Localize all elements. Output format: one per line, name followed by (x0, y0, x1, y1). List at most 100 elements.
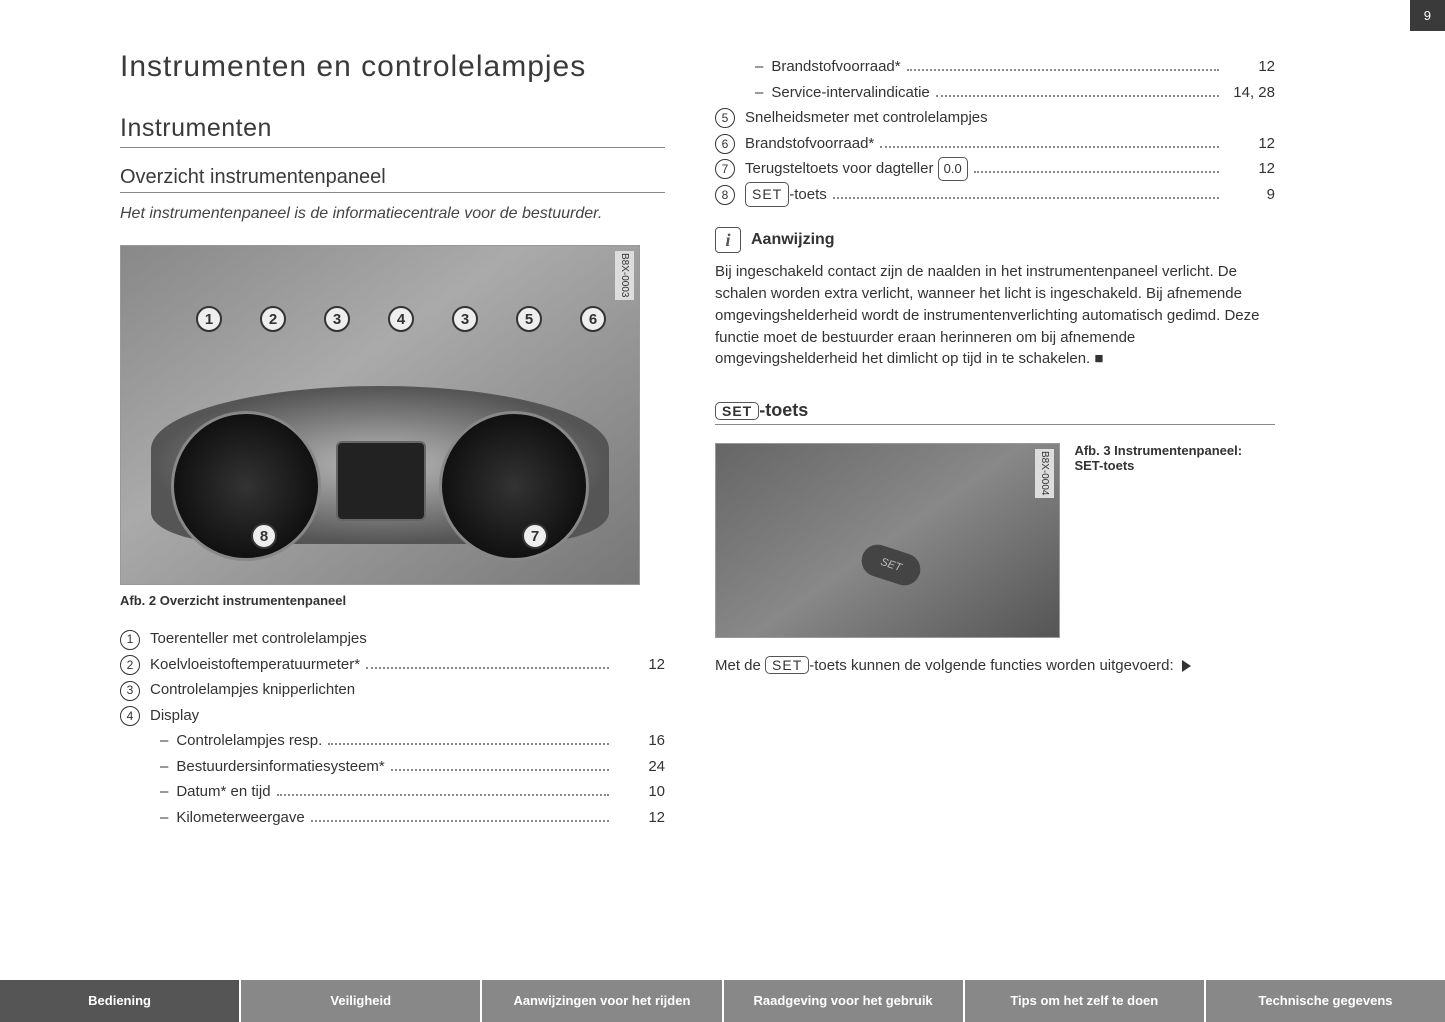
item-label: Controlelampjes knipperlichten (150, 677, 355, 703)
sub-label: Service-intervalindicatie (771, 80, 929, 106)
sub-label: Controlelampjes resp. (176, 728, 322, 754)
component-list-left: 1Toerenteller met controlelampjes 2 Koelvl… (120, 626, 665, 830)
item-page: 12 (1225, 131, 1275, 157)
item-page: 9 (1225, 182, 1275, 208)
leader-dots (391, 769, 609, 771)
sub-item: –Controlelampjes resp. 16 (120, 728, 665, 754)
set-footer-pre: Met de (715, 657, 765, 674)
callout-number: 6 (580, 306, 606, 332)
sub-item: –Bestuurdersinformatiesysteem* 24 (120, 754, 665, 780)
dash-icon: – (755, 54, 763, 80)
dash-icon: – (755, 80, 763, 106)
nav-tab[interactable]: Technische gegevens (1204, 980, 1445, 1022)
dash-icon: – (160, 754, 168, 780)
subsection-title: Overzicht instrumentenpaneel (120, 166, 665, 193)
nav-tab[interactable]: Veiligheid (239, 980, 480, 1022)
item-label: Terugsteltoets voor dagteller 0.0 (745, 156, 968, 182)
callout-number: 3 (452, 306, 478, 332)
leader-dots (974, 171, 1219, 173)
leader-dots (328, 743, 609, 745)
left-column: Instrumenten en controlelampjes Instrume… (120, 50, 665, 830)
key-label: 0.0 (938, 157, 968, 181)
item-page: 24 (615, 754, 665, 780)
sub-label: Kilometerweergave (176, 805, 304, 831)
component-list-right: 5Snelheidsmeter met controlelampjes 6 Bran… (715, 105, 1275, 207)
callout-number: 7 (522, 523, 548, 549)
figure-2: B8X-0003 1234356 87 (120, 245, 665, 585)
callout-number: 1 (196, 306, 222, 332)
leader-dots (311, 820, 609, 822)
item-label: Koelvloeistoftemperatuurmeter* (150, 652, 360, 678)
callouts-top: 1 2 3 4 3 5 6 (196, 306, 606, 332)
page-number: 9 (1410, 0, 1445, 31)
sub-label: Datum* en tijd (176, 779, 270, 805)
callout-number: 2 (260, 306, 286, 332)
set-footer-post: -toets kunnen de volgende functies worde… (809, 657, 1178, 674)
info-icon: i (715, 227, 741, 253)
intro-text: Het instrumentenpaneel is de informatiec… (120, 203, 665, 225)
list-item: 1Toerenteller met controlelampjes (120, 626, 665, 652)
display-sublist-continued: –Brandstofvoorraad*12–Service-intervalin… (715, 54, 1275, 105)
item-label: Brandstofvoorraad* (745, 131, 874, 157)
list-item: 6 Brandstofvoorraad* 12 (715, 131, 1275, 157)
sub-item: –Kilometerweergave 12 (120, 805, 665, 831)
item-page: 14, 28 (1225, 80, 1275, 106)
list-item: 4 Display (120, 703, 665, 729)
continue-icon (1182, 660, 1191, 672)
item-label: SET-toets (745, 182, 827, 208)
item-page: 12 (615, 652, 665, 678)
item-label: Display (150, 703, 199, 729)
list-item: 2 Koelvloeistoftemperatuurmeter* 12 (120, 652, 665, 678)
leader-dots (366, 667, 609, 669)
callouts-bottom: 87 (251, 523, 548, 549)
leader-dots (277, 794, 609, 796)
sub-item: –Datum* en tijd10 (120, 779, 665, 805)
info-box-header: i Aanwijzing (715, 227, 1275, 253)
figure-3-caption: Afb. 3 Instrumentenpaneel: SET-toets (1074, 443, 1264, 473)
dash-icon: – (160, 805, 168, 831)
info-text: Bij ingeschakeld contact zijn de naalden… (715, 261, 1275, 370)
figure-3-row: B8X-0004 SET Afb. 3 Instrumentenpaneel: … (715, 443, 1275, 638)
nav-tab[interactable]: Tips om het zelf te doen (963, 980, 1204, 1022)
item-page: 12 (1225, 54, 1275, 80)
set-key-label: SET (715, 402, 759, 420)
callout-number: 4 (388, 306, 414, 332)
list-item: 3Controlelampjes knipperlichten (120, 677, 665, 703)
item-number: 4 (120, 706, 140, 726)
item-number: 2 (120, 655, 140, 675)
leader-dots (880, 146, 1219, 148)
set-section-title: SET-toets (715, 400, 1275, 425)
dash-icon: – (160, 728, 168, 754)
item-page: 12 (1225, 156, 1275, 182)
figure-2-caption: Afb. 2 Overzicht instrumentenpaneel (120, 593, 665, 608)
footer-nav: BedieningVeiligheidAanwijzingen voor het… (0, 980, 1445, 1022)
set-suffix: -toets (759, 400, 808, 420)
page-title: Instrumenten en controlelampjes (120, 50, 665, 84)
sub-item: –Brandstofvoorraad*12 (715, 54, 1275, 80)
figure-ref-code: B8X-0003 (615, 251, 634, 299)
set-button-illustration: SET (858, 541, 925, 590)
callout-number: 5 (516, 306, 542, 332)
figure-3-image: B8X-0004 SET (715, 443, 1060, 638)
callout-number: 8 (251, 523, 277, 549)
list-item: 8SET-toets9 (715, 182, 1275, 208)
list-item: 5Snelheidsmeter met controlelampjes (715, 105, 1275, 131)
sub-item: –Service-intervalindicatie 14, 28 (715, 80, 1275, 106)
item-number: 6 (715, 134, 735, 154)
nav-tab[interactable]: Aanwijzingen voor het rijden (480, 980, 721, 1022)
key-label: SET (745, 182, 789, 208)
figure-2-image: B8X-0003 1234356 87 (120, 245, 640, 585)
figure-3-ref-code: B8X-0004 (1035, 449, 1054, 497)
list-item: 7 Terugsteltoets voor dagteller 0.0 12 (715, 156, 1275, 182)
leader-dots (907, 69, 1219, 71)
nav-tab[interactable]: Bediening (0, 980, 239, 1022)
callout-number: 3 (324, 306, 350, 332)
nav-tab[interactable]: Raadgeving voor het gebruik (722, 980, 963, 1022)
item-page: 16 (615, 728, 665, 754)
sub-label: Bestuurdersinformatiesysteem* (176, 754, 384, 780)
item-number: 7 (715, 159, 735, 179)
page-content: Instrumenten en controlelampjes Instrume… (0, 0, 1445, 850)
item-page: 12 (615, 805, 665, 831)
info-title: Aanwijzing (751, 231, 835, 249)
right-column: –Brandstofvoorraad*12–Service-intervalin… (715, 50, 1275, 830)
